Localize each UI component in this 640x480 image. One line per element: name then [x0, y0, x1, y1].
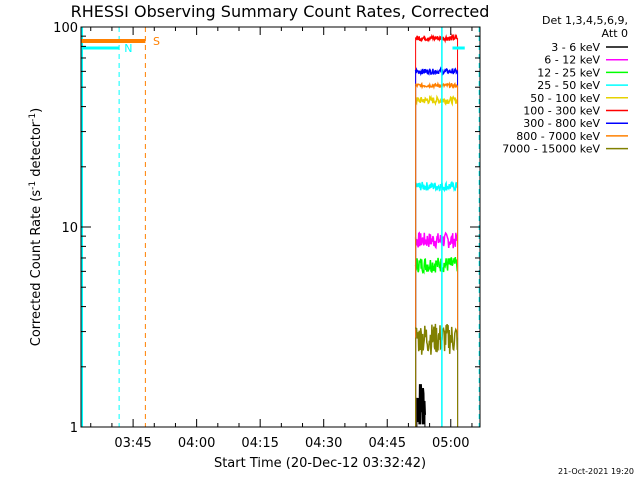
legend-entry-label: 800 - 7000 keV: [516, 130, 600, 143]
series-trace: [414, 323, 459, 355]
x-tick-label: 04:30: [305, 436, 342, 451]
series-trace: [414, 257, 459, 275]
series-trace: [415, 94, 459, 107]
series-trace: [414, 231, 459, 250]
legend-entry-label: 100 - 300 keV: [523, 105, 600, 118]
legend-entry-label: 7000 - 15000 keV: [502, 143, 600, 156]
chart-title: RHESSI Observing Summary Count Rates, Co…: [71, 2, 490, 21]
x-tick-label: 04:15: [241, 436, 278, 451]
footer-timestamp: 21-Oct-2021 19:20: [558, 467, 634, 476]
legend-entry-label: 6 - 12 keV: [544, 54, 600, 67]
legend-entry-label: 12 - 25 keV: [537, 66, 600, 79]
legend-entry-label: 3 - 6 keV: [551, 41, 600, 54]
series-layer: [414, 33, 459, 427]
x-tick-label: 05:00: [432, 436, 469, 451]
series-trace: [415, 384, 426, 425]
y-axis-label: Corrected Count Rate (s-1 detector-1): [28, 108, 44, 346]
x-tick-label: 04:00: [178, 436, 215, 451]
night-label: N: [124, 42, 132, 55]
series-trace: [414, 180, 459, 193]
series-trace: [414, 81, 458, 90]
saa-label: S: [153, 35, 160, 48]
x-tick-label: 04:45: [369, 436, 406, 451]
legend-entry-label: 50 - 100 keV: [530, 92, 600, 105]
y-tick-label: 100: [53, 21, 78, 36]
legend-header-line-2: Att 0: [602, 27, 628, 40]
series-trace: [414, 66, 459, 77]
y-tick-label: 10: [61, 221, 78, 236]
y-tick-label: 1: [70, 421, 78, 436]
legend-entry-label: 300 - 800 keV: [523, 117, 600, 130]
annotation-layer: SN: [81, 27, 480, 427]
legend-entry-label: 25 - 50 keV: [537, 79, 600, 92]
legend-header-line-1: Det 1,3,4,5,6,9,: [542, 14, 628, 27]
axes-layer: 03:45 04:00 04:15 04:30 04:45 05:00 1 10 100: [53, 21, 480, 451]
x-tick-label: 03:45: [114, 436, 151, 451]
x-axis-label: Start Time (20-Dec-12 03:32:42): [214, 456, 426, 471]
series-trace: [414, 33, 458, 44]
